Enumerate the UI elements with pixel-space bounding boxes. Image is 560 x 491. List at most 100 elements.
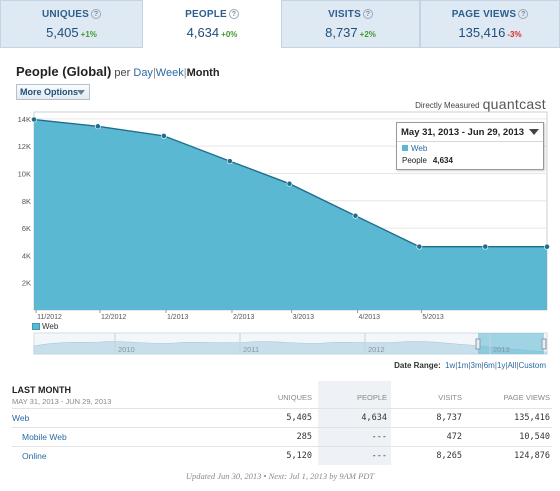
range-all-link[interactable]: All [507, 361, 517, 370]
y-tick-label: 12K [18, 142, 31, 151]
tooltip-value-row: People 4,634 [402, 156, 453, 165]
data-point[interactable] [352, 212, 359, 219]
metric-tabs: UNIQUES? 5,405 +1% PEOPLE? 4,634 +0% VISIT… [0, 0, 560, 52]
x-axis-ticks: 11/2012 12/2012 1/2013 2/2013 3/2013 4/2013 5/… [35, 310, 444, 321]
range-6m-link[interactable]: 6m [483, 361, 495, 370]
legend-swatch [32, 323, 40, 330]
tab-label: PAGE VIEWS [451, 9, 517, 20]
range-separator: | [455, 361, 458, 370]
cell-visits: 472 [446, 432, 462, 442]
navigator-year-labels: 2010 2011 2012 2013 [114, 333, 510, 354]
data-point[interactable] [286, 180, 293, 187]
cell-uniques: 5,120 [286, 451, 312, 461]
more-options-button[interactable]: More Options [16, 84, 90, 100]
row-name-web[interactable]: Web [12, 413, 30, 423]
y-tick-label: 4K [22, 251, 31, 260]
x-tick-label: 11/2012 [37, 314, 62, 321]
cell-people: --- [371, 432, 387, 442]
y-tick-label: 8K [22, 197, 31, 206]
tab-value: 4,634 [186, 25, 220, 40]
navigator-year-label: 2012 [368, 345, 385, 354]
period-week-link[interactable]: Week [155, 67, 184, 79]
cell-uniques: 5,405 [286, 413, 312, 423]
table-row: Web 5,405 4,634 8,737 135,416 [12, 409, 552, 427]
measured-badge: Directly Measured quantcast [415, 96, 546, 112]
range-custom-link[interactable]: Custom [518, 361, 546, 370]
measured-text: Directly Measured [415, 101, 480, 110]
data-point[interactable] [544, 243, 550, 250]
cell-people: --- [371, 451, 387, 461]
tab-page-views[interactable]: PAGE VIEWS? 135,416 -3% [420, 0, 560, 48]
row-name-mobile-web[interactable]: Mobile Web [22, 432, 67, 442]
col-header-visits: VISITS [438, 393, 462, 402]
range-separator: | [468, 361, 471, 370]
navigator-handle-left[interactable] [475, 338, 481, 350]
tooltip-dropdown-icon[interactable] [529, 129, 539, 135]
tab-label: UNIQUES [42, 9, 89, 20]
tab-change: +1% [80, 30, 97, 39]
range-1m-link[interactable]: 1m [457, 361, 469, 370]
y-tick-label: 14K [18, 115, 31, 124]
tooltip-metric: People [402, 156, 427, 165]
cell-page-views: 124,876 [514, 451, 550, 461]
period-separator: | [183, 67, 187, 79]
range-separator: | [494, 361, 497, 370]
range-3m-link[interactable]: 3m [470, 361, 482, 370]
x-tick-label: 12/2012 [101, 314, 126, 321]
x-tick-label: 2/2013 [233, 314, 255, 321]
chart-heading: People (Global) per Day|Week|Month [16, 64, 220, 79]
navigator-handle-right[interactable] [541, 338, 547, 350]
tab-visits[interactable]: VISITS? 8,737 +2% [281, 0, 420, 48]
page-title: People (Global) [16, 64, 112, 79]
people-column-highlight [318, 381, 391, 465]
legend-label: Web [42, 322, 59, 331]
data-point[interactable] [226, 158, 233, 165]
tab-label: PEOPLE [185, 9, 227, 20]
row-divider [12, 446, 552, 447]
chart-legend[interactable]: Web [32, 322, 58, 331]
range-separator: | [481, 361, 484, 370]
row-name-online[interactable]: Online [22, 451, 47, 461]
x-tick-label: 3/2013 [293, 314, 315, 321]
col-header-page-views: PAGE VIEWS [503, 393, 550, 402]
tooltip-series-label: Web [411, 144, 428, 153]
tab-label: VISITS [328, 9, 361, 20]
tab-uniques[interactable]: UNIQUES? 5,405 +1% [0, 0, 143, 48]
tab-people[interactable]: PEOPLE? 4,634 +0% [143, 0, 281, 52]
tab-value: 5,405 [46, 25, 79, 40]
data-point[interactable] [31, 116, 37, 123]
range-1w-link[interactable]: 1w [445, 361, 456, 370]
period-separator: | [152, 67, 156, 79]
range-navigator [33, 332, 548, 355]
help-icon[interactable]: ? [90, 9, 101, 19]
table-row: Mobile Web 285 --- 472 10,540 [12, 428, 552, 446]
range-separator: | [505, 361, 508, 370]
quantcast-logo: quantcast [482, 96, 546, 112]
series-area-fill [34, 119, 547, 310]
range-1y-link[interactable]: 1y [496, 361, 506, 370]
series-points [31, 116, 550, 250]
navigator-selection [478, 333, 544, 354]
help-icon[interactable]: ? [228, 9, 239, 19]
date-range-label: Date Range: [394, 361, 441, 370]
tab-value: 8,737 [325, 25, 358, 40]
table-title: LAST MONTH [12, 385, 71, 395]
x-tick-label: 5/2013 [422, 314, 444, 321]
period-day-link[interactable]: Day [133, 67, 153, 79]
chevron-down-icon [77, 90, 85, 95]
cell-visits: 8,265 [436, 451, 462, 461]
y-axis-ticks: 2K 4K 6K 8K 10K 12K 14K [18, 115, 31, 288]
help-icon[interactable]: ? [518, 9, 529, 19]
data-point[interactable] [160, 132, 167, 139]
period-month-selected[interactable]: Month [186, 67, 220, 79]
data-point[interactable] [94, 123, 101, 130]
data-point[interactable] [482, 243, 489, 250]
row-divider [12, 427, 552, 428]
data-point[interactable] [416, 243, 423, 250]
tooltip-divider [397, 141, 543, 142]
help-icon[interactable]: ? [362, 9, 373, 19]
cell-people: 4,634 [361, 413, 387, 423]
tooltip-swatch [402, 145, 408, 151]
more-options-label: More Options [20, 87, 78, 97]
